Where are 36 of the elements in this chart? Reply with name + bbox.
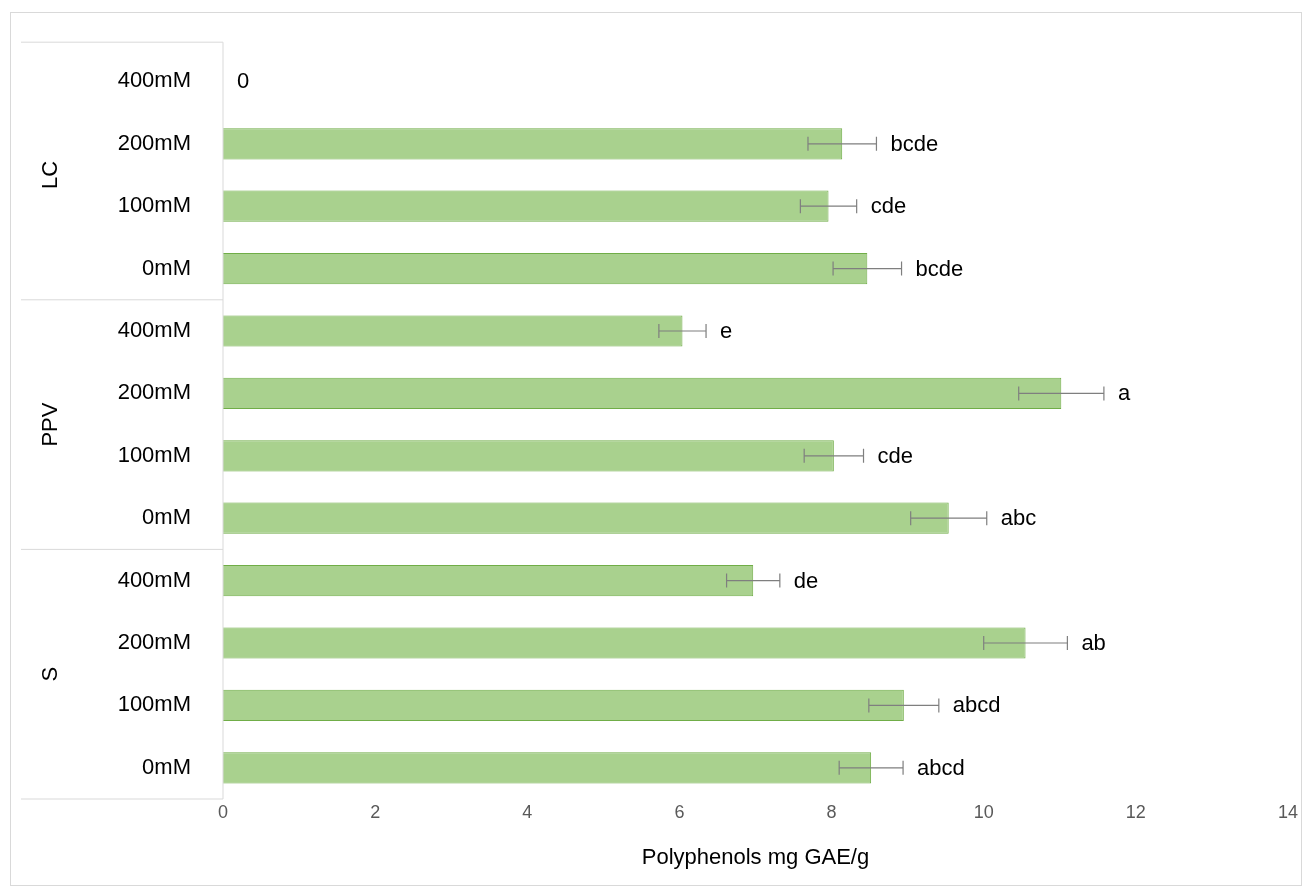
y-tick-label: 0mM [142,753,191,779]
data-label: abcd [952,692,1001,718]
x-tick-label: 0 [217,801,229,822]
data-label: de [793,567,819,593]
x-tick-label: 8 [826,801,837,822]
data-label: cde [870,193,907,219]
text: LC [37,160,63,190]
y-tick-label: 400mM [117,317,191,343]
text: S [37,666,63,682]
data-label: cde [877,442,913,468]
data-label: abcd [917,754,965,780]
y-tick-label: 200mM [117,129,191,155]
data-label: ab [1081,630,1106,656]
x-tick-label: 14 [1277,801,1298,822]
y-tick-label: 100mM [117,192,191,218]
y-tick-label: 100mM [117,441,191,467]
x-tick-label: 12 [1125,801,1146,822]
data-label: abc [1000,505,1037,531]
x-tick-label: 6 [674,801,685,822]
y-tick-label: 400mM [117,67,191,93]
y-tick-label: 200mM [117,379,191,405]
y-tick-label: 0mM [142,254,191,280]
y-tick-label: 400mM [117,566,191,592]
data-label: bcde [890,130,939,156]
y-tick-label: 200mM [117,629,191,655]
x-tick-label: 10 [973,801,994,822]
data-label: a [1117,380,1131,406]
y-tick-label: 0mM [142,504,191,530]
data-label: 0 [237,68,250,94]
x-tick-label: 2 [370,801,381,822]
y-tick-label: 100mM [117,691,191,717]
data-label: bcde [915,255,964,281]
x-tick-label: 4 [522,801,533,822]
x-axis-title: Polyphenols mg GAE/g [641,843,870,869]
text: PPV [37,402,63,447]
data-label: e [720,318,733,344]
